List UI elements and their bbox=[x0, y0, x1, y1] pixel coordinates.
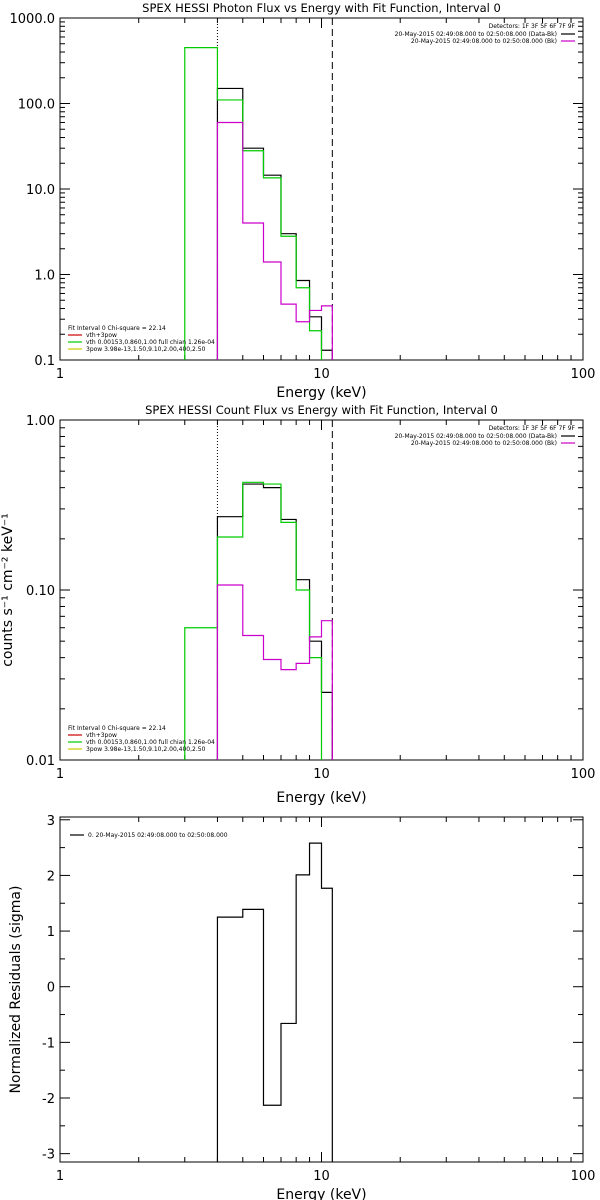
series-vth bbox=[184, 481, 323, 760]
y-tick-label: 0.10 bbox=[26, 584, 55, 599]
legend-title: Detectors: 1F 3F 5F 6F 7F 9F bbox=[489, 425, 576, 432]
y-tick-label: 3 bbox=[47, 814, 55, 829]
series-data-bk bbox=[216, 87, 333, 360]
series-bk bbox=[216, 584, 333, 760]
legend-top-left: 0. 20-May-2015 02:49:08.000 to 02:50:08.… bbox=[70, 832, 228, 839]
panel-1: 1 10 100 0.01 0.10 1.00 SPEX HESSI Count Flux … bbox=[0, 403, 595, 806]
series-residuals bbox=[216, 842, 333, 1162]
x-axis-label: Energy (keV) bbox=[276, 790, 366, 806]
legend-top-right: Detectors: 1F 3F 5F 6F 7F 9F20-May-2015 … bbox=[395, 23, 576, 45]
x-tick-label: 100 bbox=[571, 367, 596, 382]
legend-bottom-left: Fit Interval 0 Chi-square = 22.14vth+3po… bbox=[68, 725, 215, 753]
y-tick-label: 2 bbox=[47, 869, 55, 884]
x-axis-label: Energy (keV) bbox=[276, 1187, 366, 1200]
legend-entry: 20-May-2015 02:49:08.000 to 02:50:08.000… bbox=[395, 31, 557, 38]
x-axis-label: Energy (keV) bbox=[276, 385, 366, 401]
y-tick-label: -3 bbox=[42, 1148, 55, 1163]
legend-title: Detectors: 1F 3F 5F 6F 7F 9F bbox=[489, 23, 576, 30]
y-tick-label: 1 bbox=[47, 925, 55, 940]
y-tick-label: 0 bbox=[47, 981, 55, 996]
y-tick-label: 0.01 bbox=[26, 754, 55, 769]
panel-0: 1 10 100 0.1 1.0 10.0 100.0 1000.0 SPEX HESSI Ph… bbox=[10, 1, 596, 401]
legend-entry: 20-May-2015 02:49:08.000 to 02:50:08.000… bbox=[411, 38, 557, 45]
chart-title: SPEX HESSI Photon Flux vs Energy with Fi… bbox=[142, 1, 501, 15]
legend-top-right: Detectors: 1F 3F 5F 6F 7F 9F20-May-2015 … bbox=[395, 425, 576, 447]
legend-entry: vth+3pow bbox=[86, 332, 117, 339]
x-tick-label: 10 bbox=[313, 1169, 330, 1184]
series-data-bk bbox=[216, 483, 333, 760]
x-tick-label: 100 bbox=[571, 767, 596, 782]
legend-title: Fit Interval 0 Chi-square = 22.14 bbox=[68, 325, 166, 332]
legend-entry: vth 0.00153,0.860,1.00 full chian 1.26e-… bbox=[86, 339, 215, 346]
panel-2: 1 10 100 -3 -2 -1 0 1 2 3 Energy (keV) Normalized R… bbox=[8, 814, 595, 1200]
legend-entry: 3pow 3.98e-13,1.50,9.10,2.00,400,2.50 bbox=[86, 346, 206, 353]
y-tick-label: 1.00 bbox=[26, 414, 55, 429]
legend-entry: 0. 20-May-2015 02:49:08.000 to 02:50:08.… bbox=[88, 832, 228, 839]
x-tick-label: 1 bbox=[56, 1169, 64, 1184]
series-vth bbox=[184, 47, 323, 360]
y-tick-label: 1.0 bbox=[34, 269, 55, 284]
y-tick-label: 1000.0 bbox=[10, 12, 56, 27]
chart-title: SPEX HESSI Count Flux vs Energy with Fit… bbox=[145, 403, 498, 417]
legend-bottom-left: Fit Interval 0 Chi-square = 22.14vth+3po… bbox=[68, 325, 215, 353]
y-tick-label: -1 bbox=[42, 1036, 55, 1051]
legend-entry: vth 0.00153,0.860,1.00 full chian 1.26e-… bbox=[86, 739, 215, 746]
x-tick-label: 1 bbox=[56, 767, 64, 782]
legend-entry: 20-May-2015 02:49:08.000 to 02:50:08.000… bbox=[395, 433, 557, 440]
y-axis-label: counts s⁻¹ cm⁻² keV⁻¹ bbox=[0, 513, 16, 667]
y-tick-label: 10.0 bbox=[26, 183, 55, 198]
x-tick-label: 10 bbox=[313, 767, 330, 782]
x-tick-label: 1 bbox=[56, 367, 64, 382]
legend-title: Fit Interval 0 Chi-square = 22.14 bbox=[68, 725, 166, 732]
x-tick-label: 100 bbox=[571, 1169, 596, 1184]
x-tick-label: 10 bbox=[313, 367, 330, 382]
series-bk bbox=[216, 121, 333, 360]
y-tick-label: -2 bbox=[42, 1092, 55, 1107]
y-tick-label: 100.0 bbox=[18, 98, 55, 113]
legend-entry: vth+3pow bbox=[86, 732, 117, 739]
y-axis-label: Normalized Residuals (sigma) bbox=[8, 886, 24, 1094]
legend-entry: 3pow 3.98e-13,1.50,9.10,2.00,400,2.50 bbox=[86, 746, 206, 753]
y-tick-label: 0.1 bbox=[34, 354, 55, 369]
legend-entry: 20-May-2015 02:49:08.000 to 02:50:08.000… bbox=[411, 440, 557, 447]
